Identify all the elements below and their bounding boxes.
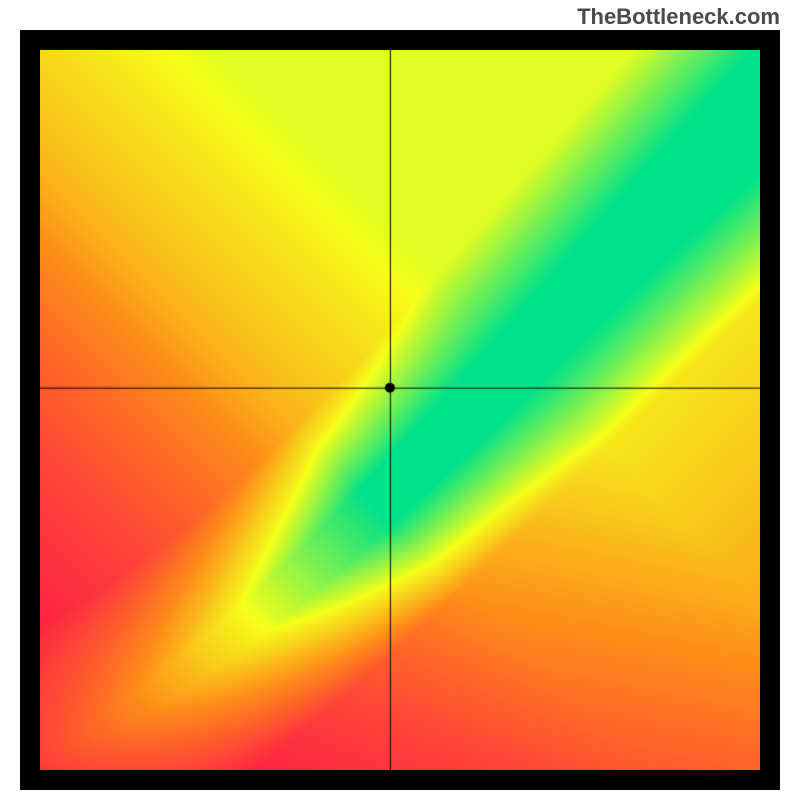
heatmap-canvas [40,50,760,770]
plot-area [40,50,760,770]
watermark-text: TheBottleneck.com [577,4,780,30]
chart-frame [20,30,780,790]
chart-container: TheBottleneck.com [0,0,800,800]
